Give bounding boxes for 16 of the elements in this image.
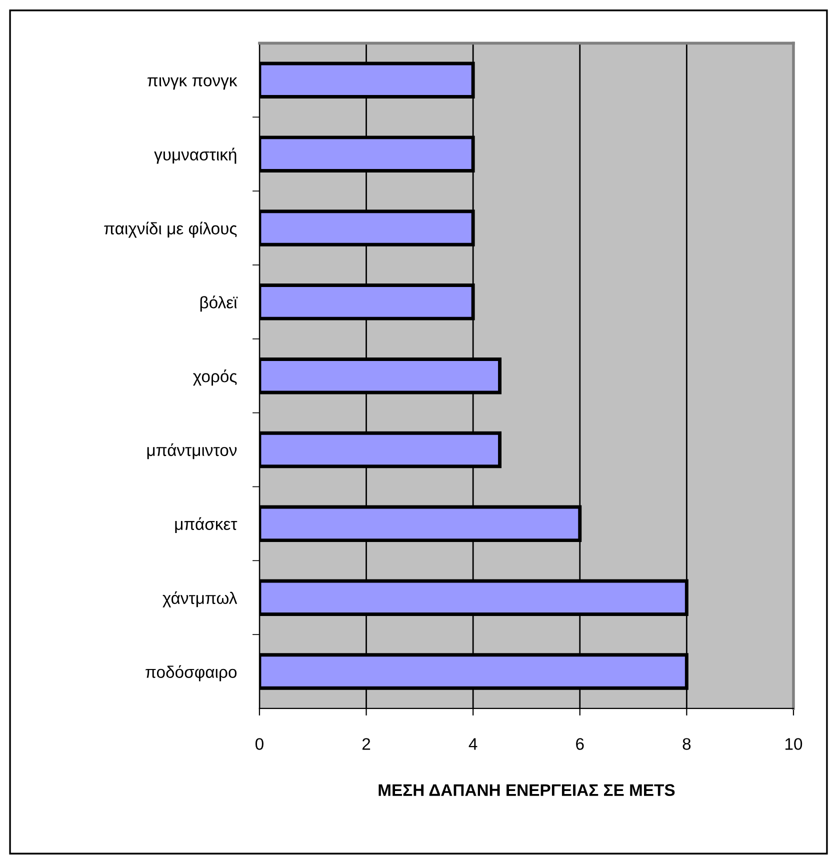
x-tick-label: 10 — [785, 738, 802, 750]
y-tick-label: μπάντμιντον — [147, 443, 237, 460]
x-tick-label: 8 — [682, 738, 691, 750]
y-tick-label: χάντμπωλ — [162, 591, 238, 608]
y-tick-label: χορός — [193, 370, 237, 386]
y-tick-label: ποδόσφαιρο — [146, 665, 237, 682]
x-axis-title: ΜΕΣΗ ΔΑΠΑΝΗ ΕΝΕΡΓΕΙΑΣ ΣΕ METS — [378, 784, 675, 796]
y-tick-label: βόλεϊ — [200, 296, 238, 312]
y-tick-label: γυμναστική — [154, 148, 236, 164]
x-tick-label: 0 — [255, 738, 264, 750]
x-tick-label: 6 — [576, 738, 584, 750]
x-tick-label: 4 — [468, 738, 478, 750]
y-tick-label: παιχνίδι με φίλους — [104, 222, 237, 238]
x-tick-label: 2 — [362, 738, 370, 750]
y-tick-label: μπάσκετ — [175, 517, 238, 534]
y-tick-label: πινγκ πονγκ — [148, 77, 238, 90]
